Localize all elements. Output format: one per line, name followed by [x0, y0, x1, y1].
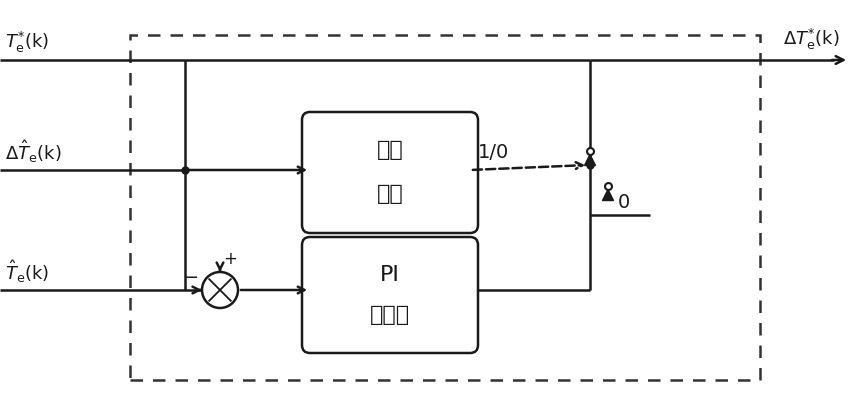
FancyBboxPatch shape [302, 112, 478, 233]
Text: $\hat{T}_{\rm e}{\rm (k)}$: $\hat{T}_{\rm e}{\rm (k)}$ [5, 258, 49, 285]
Circle shape [202, 272, 238, 308]
Text: 故障: 故障 [377, 140, 403, 160]
Text: 1/0: 1/0 [478, 143, 509, 162]
Polygon shape [584, 154, 595, 166]
Text: 调节器: 调节器 [370, 305, 410, 325]
Text: 判断: 判断 [377, 184, 403, 204]
Bar [130, 35, 760, 380]
Text: $\Delta\hat{T}_{\rm e}{\rm (k)}$: $\Delta\hat{T}_{\rm e}{\rm (k)}$ [5, 138, 62, 165]
FancyBboxPatch shape [302, 237, 478, 353]
Text: +: + [223, 250, 237, 268]
Text: $T_{\rm e}^{*}{\rm (k)}$: $T_{\rm e}^{*}{\rm (k)}$ [5, 30, 49, 55]
Text: −: − [183, 269, 198, 287]
Text: $\Delta T_{\rm e}^{*}{\rm (k)}$: $\Delta T_{\rm e}^{*}{\rm (k)}$ [783, 27, 839, 52]
Text: PI: PI [380, 265, 400, 285]
Text: 0: 0 [618, 193, 630, 212]
Polygon shape [603, 190, 614, 200]
